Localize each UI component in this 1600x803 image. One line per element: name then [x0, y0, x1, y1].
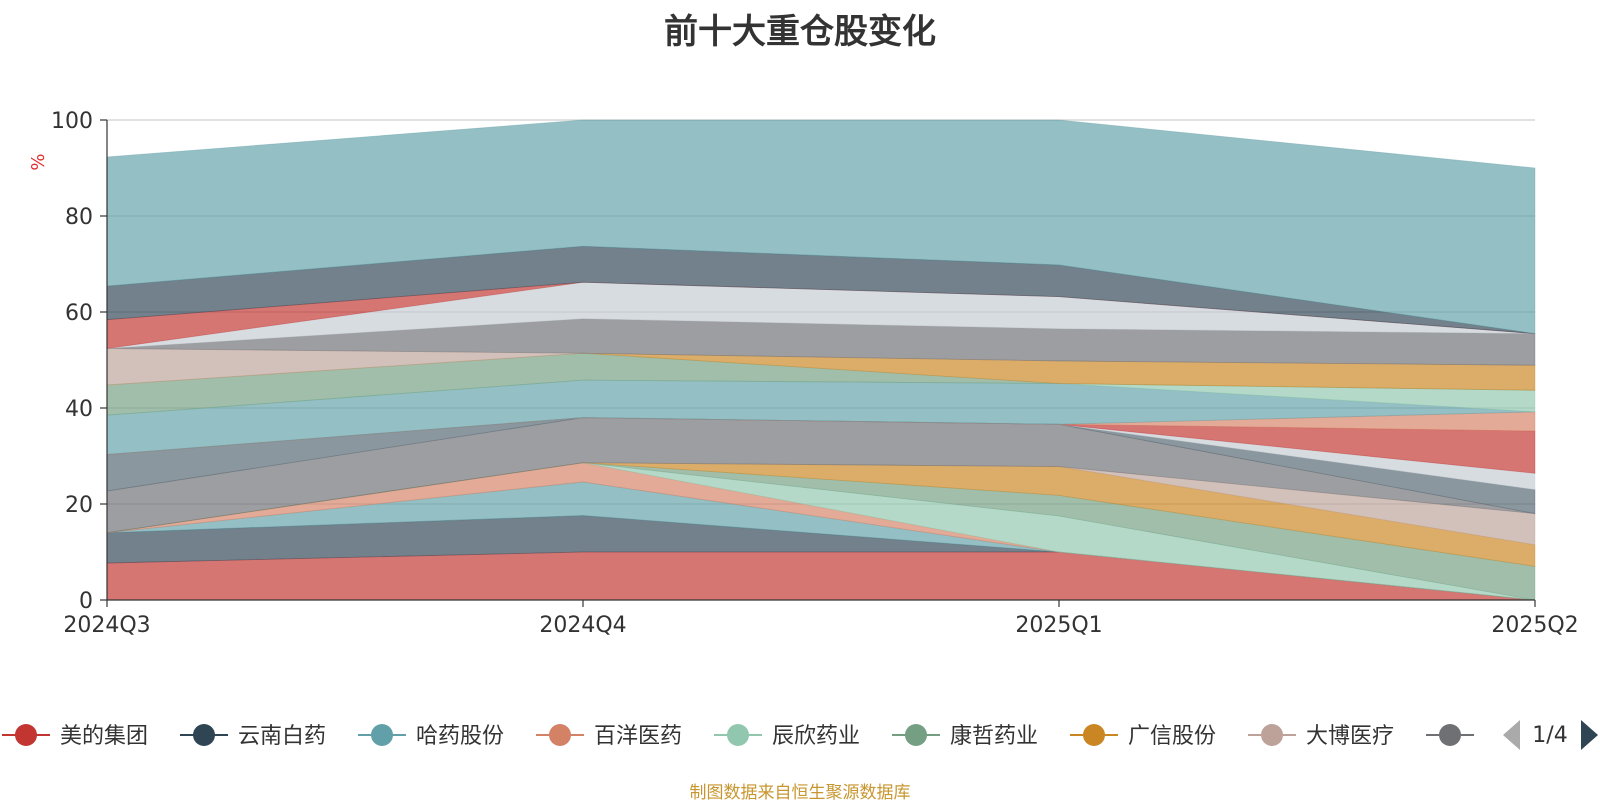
area-系列23 [106, 119, 1536, 335]
legend-marker [15, 724, 37, 746]
legend-marker [371, 724, 393, 746]
x-tick-label: 2024Q4 [539, 613, 626, 638]
legend-marker [1261, 724, 1283, 746]
legend-marker [1439, 724, 1461, 746]
chart-title: 前十大重仓股变化 [664, 12, 936, 52]
legend-item[interactable]: 辰欣药业 [714, 724, 860, 749]
legend-item[interactable]: 美的集团 [2, 724, 148, 749]
legend-label: 百洋医药 [594, 724, 682, 749]
y-unit-label: % [28, 153, 49, 170]
legend-item[interactable]: 广信股份 [1070, 724, 1216, 749]
area-系列16 [106, 352, 1536, 416]
legend-next-icon[interactable] [1581, 720, 1598, 750]
y-tick-label: 60 [65, 301, 93, 326]
y-tick-label: 0 [79, 589, 93, 614]
legend-item[interactable]: 哈药股份 [358, 724, 504, 749]
legend-item[interactable]: 福元医药 [1426, 724, 1572, 749]
y-tick-label: 100 [51, 109, 93, 134]
source-note: 制图数据来自恒生聚源数据库 [689, 783, 911, 803]
legend-item[interactable]: 云南白药 [180, 724, 326, 749]
legend-label: 美的集团 [60, 724, 148, 749]
legend-label: 哈药股份 [416, 724, 504, 749]
legend-item[interactable]: 百洋医药 [536, 724, 682, 749]
y-tick-label: 40 [65, 397, 93, 422]
legend-marker [1083, 724, 1105, 746]
legend-prev-icon[interactable] [1503, 720, 1520, 750]
legend-label: 大博医疗 [1306, 724, 1394, 749]
legend-marker [727, 724, 749, 746]
area-series [106, 119, 1536, 601]
legend-page-indicator: 1/4 [1532, 723, 1567, 748]
legend-label: 辰欣药业 [772, 724, 860, 749]
legend-item[interactable]: 康哲药业 [892, 724, 1038, 749]
x-tick-label: 2025Q1 [1015, 613, 1102, 638]
x-tick-label: 2024Q3 [63, 613, 150, 638]
axes: 0 20 40 60 80 100 2024Q3 2024Q4 2025Q1 2025Q2% [28, 109, 1579, 638]
legend-marker [549, 724, 571, 746]
x-tick-label: 2025Q2 [1491, 613, 1578, 638]
legend-marker [905, 724, 927, 746]
legend-label: 广信股份 [1128, 724, 1216, 749]
legend-item[interactable]: 大博医疗 [1248, 724, 1394, 749]
legend-marker [193, 724, 215, 746]
area-康哲药业 [106, 462, 1536, 601]
legend-label: 康哲药业 [950, 724, 1038, 749]
legend-label: 云南白药 [238, 724, 326, 749]
area-系列14 [106, 379, 1536, 455]
y-tick-label: 80 [65, 205, 93, 230]
area-系列17 [106, 352, 1536, 391]
legend-items: 美的集团 云南白药 哈药股份 百洋医药 辰欣药业 康哲药业 广信股份 大博医疗 福元医药 [2, 724, 1572, 749]
y-tick-label: 20 [65, 493, 93, 518]
area-系列15 [106, 379, 1536, 416]
